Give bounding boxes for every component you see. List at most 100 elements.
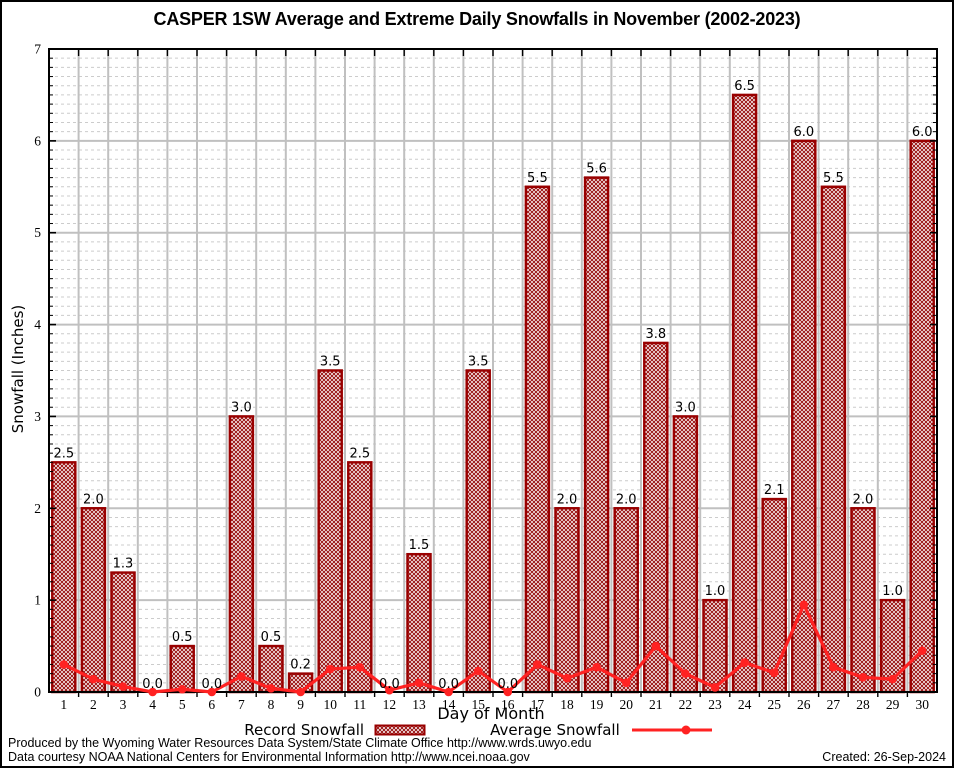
bar-value-label: 1.3 [113, 557, 134, 572]
record-bar-day-22 [672, 415, 699, 694]
legend-average-line-sample [631, 725, 712, 735]
average-marker-day-13 [414, 678, 424, 688]
x-tick-label: 29 [886, 697, 900, 712]
average-marker-day-14 [444, 687, 453, 697]
legend-average-label: Average Snowfall [490, 721, 620, 739]
x-tick-label: 30 [915, 697, 929, 712]
average-marker-day-8 [266, 684, 276, 693]
average-marker-day-17 [533, 660, 542, 669]
bar-value-label: 3.8 [645, 327, 666, 342]
average-marker-day-16 [503, 687, 513, 697]
y-tick-label: 6 [34, 133, 41, 148]
bar-value-label: 0.2 [290, 658, 311, 673]
record-bar-day-3 [110, 571, 136, 694]
chart-legend: Record Snowfall Average Snowfall [2, 721, 952, 739]
average-marker-day-20 [621, 678, 631, 688]
record-bar-day-7 [228, 415, 255, 694]
average-marker-day-1 [59, 660, 69, 669]
average-marker-day-24 [740, 658, 749, 667]
y-tick-label: 3 [34, 409, 41, 424]
bar-value-label: 2.5 [53, 446, 74, 461]
record-bar-day-23 [702, 598, 728, 694]
average-marker-day-12 [385, 685, 394, 695]
record-bar-day-2 [80, 507, 107, 694]
average-marker-day-9 [296, 687, 305, 697]
footer-created-date: Created: 26-Sep-2024 [822, 750, 946, 764]
bar-value-label: 0.5 [261, 630, 282, 645]
x-tick-label: 19 [590, 697, 604, 712]
x-tick-label: 4 [149, 697, 156, 712]
average-marker-day-22 [681, 669, 690, 678]
x-tick-label: 2 [90, 697, 97, 712]
average-line [63, 603, 924, 694]
average-marker-day-25 [769, 668, 779, 678]
record-bar-day-19 [583, 176, 610, 694]
record-bar-day-24 [731, 93, 758, 694]
x-tick-label: 8 [268, 697, 275, 712]
bar-value-label: 2.0 [557, 492, 578, 507]
average-marker-day-29 [888, 674, 897, 684]
x-tick-label: 3 [120, 697, 127, 712]
x-tick-label: 13 [412, 697, 426, 712]
bar-value-label: 3.0 [231, 400, 252, 415]
legend-record-swatch [374, 724, 426, 736]
bar-value-label: 2.0 [853, 492, 874, 507]
x-tick-label: 23 [708, 697, 722, 712]
record-bar-day-26 [791, 139, 817, 694]
bar-value-label: 2.1 [764, 483, 785, 498]
bar-value-label: 3.0 [675, 400, 696, 415]
x-tick-label: 15 [471, 697, 485, 712]
chart-title: CASPER 1SW Average and Extreme Daily Sno… [153, 9, 801, 29]
average-marker-day-28 [858, 673, 868, 682]
average-marker-day-30 [917, 646, 927, 655]
x-tick-label: 20 [619, 697, 633, 712]
record-bar-day-11 [347, 461, 373, 694]
record-bar-day-18 [554, 507, 580, 694]
bar-value-label: 5.5 [527, 171, 548, 186]
record-bar-day-28 [850, 507, 876, 694]
average-marker-day-2 [89, 674, 98, 684]
x-tick-label: 6 [208, 697, 215, 712]
average-marker-day-15 [473, 666, 483, 676]
footer-data-courtesy: Data courtesy NOAA National Centers for … [8, 750, 530, 764]
bar-value-label: 0.0 [142, 677, 163, 692]
bar-value-label: 6.0 [912, 125, 933, 140]
record-bar-day-25 [761, 497, 787, 694]
y-tick-label: 7 [34, 42, 41, 57]
average-marker-day-6 [207, 687, 217, 697]
y-tick-label: 5 [34, 225, 41, 240]
record-bar-day-27 [820, 185, 847, 694]
average-marker-day-5 [177, 684, 187, 694]
bar-value-label: 6.5 [734, 79, 755, 94]
x-tick-label: 26 [797, 697, 811, 712]
bar-value-label: 3.5 [320, 355, 341, 370]
x-tick-label: 10 [323, 697, 337, 712]
bar-value-label: 1.0 [705, 584, 726, 599]
x-tick-label: 14 [442, 697, 456, 712]
average-marker-day-10 [325, 664, 335, 674]
x-tick-label: 17 [531, 697, 545, 712]
x-tick-label: 9 [297, 697, 304, 712]
x-tick-label: 11 [353, 697, 366, 712]
bar-value-label: 2.0 [616, 492, 637, 507]
legend-average-marker [681, 725, 691, 735]
y-axis-label: Snowfall (Inches) [9, 304, 27, 434]
average-marker-day-4 [148, 687, 157, 697]
x-tick-label: 21 [649, 697, 663, 712]
record-bar-day-20 [613, 507, 639, 694]
x-tick-label: 24 [738, 697, 752, 712]
bar-value-label: 0.0 [438, 677, 459, 692]
bar-value-label: 0.0 [379, 677, 400, 692]
x-tick-label: 25 [767, 697, 781, 712]
bar-value-label: 3.5 [468, 355, 489, 370]
bar-value-label: 0.5 [172, 630, 193, 645]
record-bar-day-10 [317, 369, 343, 694]
average-marker-day-26 [799, 600, 809, 610]
legend-record-label: Record Snowfall [244, 721, 365, 739]
average-marker-day-11 [355, 662, 365, 672]
x-tick-label: 7 [238, 697, 245, 712]
x-tick-label: 16 [501, 697, 515, 712]
bar-value-label: 5.5 [823, 171, 844, 186]
bar-value-label: 6.0 [793, 125, 814, 140]
